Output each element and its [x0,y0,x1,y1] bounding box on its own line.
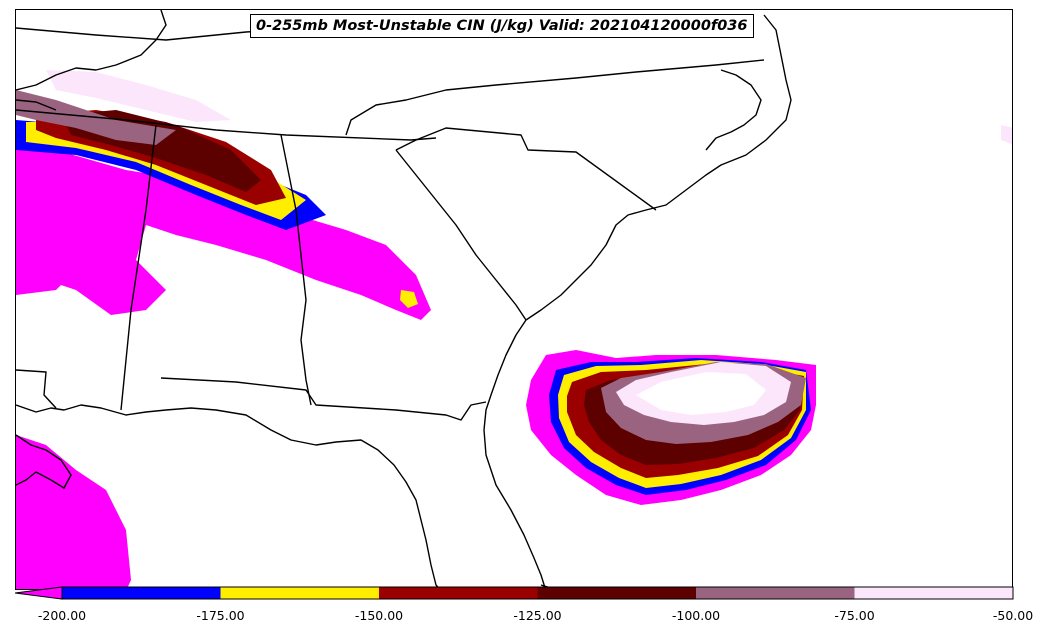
state-line-nc-sc [395,127,657,211]
colorbar-bin-1 [220,587,379,599]
colorbar-tick-label: -150.00 [354,608,404,623]
colorbar-tick-label: -100.00 [671,608,721,623]
coastline-outer-banks [705,69,762,151]
map-title: 0-255mb Most-Unstable CIN (J/kg) Valid: … [250,14,754,38]
map-boundaries [16,10,792,589]
state-line-la-ms [16,369,57,409]
colorbar-outline [61,586,1014,600]
state-line-fl-north [160,377,487,421]
colorbar-bins [62,587,1013,599]
cin-region-white-atlantic [636,372,766,415]
colorbar-bin-5 [854,587,1013,599]
state-line-ga-sc [395,149,527,321]
colorbar-tick-label: -125.00 [513,608,562,623]
colorbar-bin-2 [379,587,538,599]
cin-region-pale-northeast [1001,125,1012,145]
state-line-al-ms [120,124,157,411]
state-line-tn-ms [16,99,57,111]
state-line-al-ga [280,134,312,406]
state-line-va-nc [345,59,765,136]
colorbar-bin-3 [537,587,696,599]
cin-region-magenta-northwest [16,140,431,320]
colorbar-tick-label: -200.00 [37,608,87,623]
cin-shading [16,70,1012,589]
map-panel [15,9,1013,590]
colorbar-bin-0 [62,587,221,599]
cin-region-yellow-spot [400,290,418,308]
colorbar-tick-label: -75.00 [834,608,875,623]
cin-region-pale-northwest [46,70,231,122]
cin-region-magenta-southwest [16,435,131,589]
colorbar-extend-triangle [15,586,63,600]
coastline-delta [16,434,72,489]
coastline-gulf [16,404,441,589]
colorbar-tick-label: -175.00 [196,608,245,623]
cin-region-magenta-west [16,240,76,295]
colorbar-bin-4 [696,587,855,599]
colorbar [15,586,1014,600]
state-line-ky-west [16,10,167,91]
colorbar-tick-label: -50.00 [992,608,1034,623]
coastline-atlantic [483,14,792,589]
cin-map [16,10,1012,589]
